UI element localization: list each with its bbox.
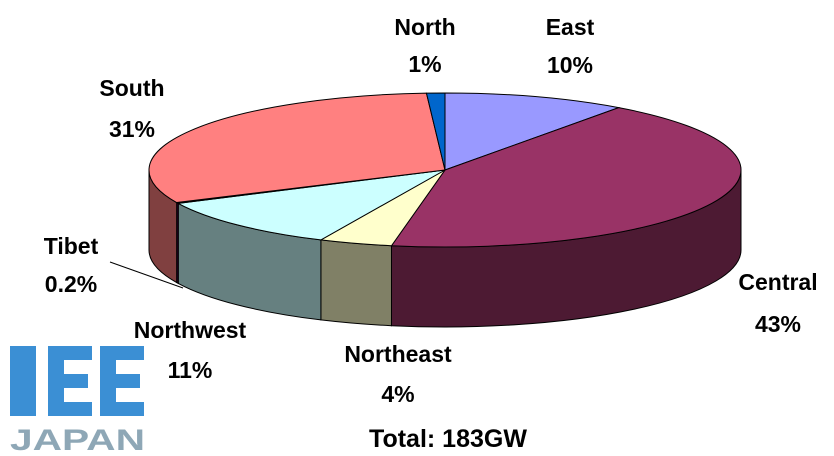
label-east-name: East bbox=[546, 14, 595, 40]
label-south-value: 31% bbox=[109, 116, 155, 142]
pie-slice-east bbox=[444, 92, 621, 171]
pie-slice-south bbox=[148, 92, 446, 204]
label-northwest-name: Northwest bbox=[134, 317, 247, 343]
label-central-name: Central bbox=[738, 269, 817, 295]
pie-slice-northwest bbox=[176, 169, 446, 241]
label-tibet-value: 0.2% bbox=[45, 271, 97, 297]
total-label: Total: 183GW bbox=[369, 425, 527, 453]
label-east-value: 10% bbox=[547, 52, 593, 78]
label-north-name: North bbox=[394, 14, 455, 40]
tibet-leader-line bbox=[109, 261, 184, 289]
label-south-name: South bbox=[99, 75, 164, 101]
label-central-value: 43% bbox=[755, 311, 801, 337]
label-northwest-value: 11% bbox=[168, 357, 213, 383]
label-northeast-value: 4% bbox=[381, 381, 414, 407]
label-north-value: 1% bbox=[408, 51, 441, 77]
label-northeast-name: Northeast bbox=[344, 341, 452, 367]
pie-side-northeast bbox=[320, 239, 392, 327]
pie-slice-central bbox=[390, 107, 742, 248]
pie-slice-north bbox=[425, 92, 446, 171]
svg-text:JAPAN: JAPAN bbox=[10, 424, 145, 456]
pie-slices bbox=[148, 92, 742, 248]
label-tibet-name: Tibet bbox=[44, 233, 99, 259]
iee-japan-logo: JAPAN bbox=[10, 346, 145, 456]
